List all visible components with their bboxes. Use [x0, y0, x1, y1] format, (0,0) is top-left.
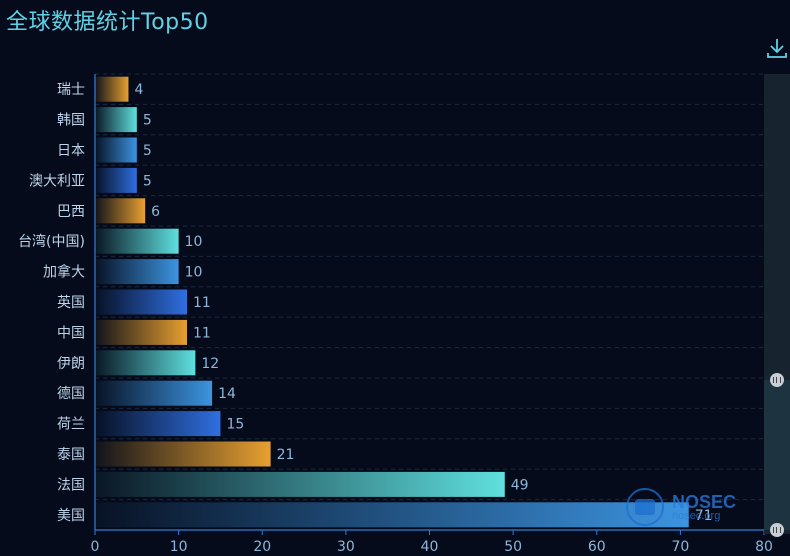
- x-tick-label: 20: [253, 539, 271, 555]
- bar[interactable]: [95, 380, 213, 406]
- bar-value-label: 71: [695, 508, 713, 524]
- watermark-url: nosec.org: [672, 509, 721, 522]
- nosec-logo-icon: [626, 488, 664, 526]
- y-tick-label: 英国: [57, 294, 85, 311]
- watermark-brand: NOSEC: [672, 491, 737, 512]
- bar[interactable]: [95, 350, 196, 376]
- datazoom-handle-top[interactable]: [770, 373, 784, 387]
- x-tick-label: 30: [337, 539, 355, 555]
- x-tick-label: 40: [421, 539, 439, 555]
- x-tick-label: 70: [671, 539, 689, 555]
- bar-value-label: 21: [277, 447, 295, 463]
- bar-value-label: 11: [193, 295, 211, 311]
- x-tick-label: 10: [170, 539, 188, 555]
- bar-value-label: 49: [511, 477, 529, 493]
- bar[interactable]: [95, 502, 689, 528]
- bar[interactable]: [95, 319, 187, 345]
- bar[interactable]: [95, 471, 505, 497]
- bar[interactable]: [95, 259, 179, 285]
- y-tick-label: 澳大利亚: [29, 173, 85, 189]
- y-tick-label: 美国: [57, 508, 85, 524]
- bar-value-label: 5: [143, 143, 152, 159]
- y-tick-label: 法国: [57, 477, 85, 493]
- y-tick-label: 加拿大: [43, 264, 85, 281]
- watermark: NOSEC nosec.org: [626, 488, 736, 526]
- chart-title: 全球数据统计Top50: [6, 10, 209, 35]
- x-tick-label: 80: [755, 539, 773, 555]
- x-tick-label: 0: [91, 539, 100, 555]
- bar[interactable]: [95, 198, 146, 224]
- bar[interactable]: [95, 137, 137, 163]
- bar-value-label: 5: [143, 113, 152, 129]
- bar[interactable]: [95, 441, 271, 467]
- y-tick-label: 日本: [57, 143, 85, 159]
- bar[interactable]: [95, 167, 137, 193]
- bar[interactable]: [95, 76, 129, 102]
- bar[interactable]: [95, 289, 187, 315]
- bar-value-label: 11: [193, 325, 211, 341]
- y-tick-label: 荷兰: [57, 417, 85, 433]
- bar[interactable]: [95, 107, 137, 133]
- bar-value-label: 12: [201, 356, 219, 372]
- datazoom-handle-bottom[interactable]: [770, 523, 784, 537]
- bar-value-label: 14: [218, 386, 236, 402]
- bar[interactable]: [95, 228, 179, 254]
- y-tick-label: 台湾(中国): [18, 233, 85, 250]
- bar-value-label: 4: [134, 82, 143, 98]
- y-tick-label: 中国: [57, 325, 85, 341]
- bar-value-label: 15: [226, 417, 244, 433]
- bar[interactable]: [95, 411, 221, 437]
- bar-value-label: 6: [151, 204, 160, 220]
- y-tick-label: 德国: [57, 386, 85, 402]
- y-tick-label: 伊朗: [57, 356, 85, 372]
- bar-value-label: 5: [143, 173, 152, 189]
- y-tick-label: 泰国: [57, 447, 85, 463]
- y-tick-label: 瑞士: [57, 82, 85, 98]
- x-tick-label: 50: [504, 539, 522, 555]
- x-tick-label: 60: [588, 539, 606, 555]
- y-tick-label: 巴西: [57, 204, 85, 220]
- y-tick-label: 韩国: [57, 113, 85, 129]
- bar-value-label: 10: [185, 234, 203, 250]
- datazoom-window[interactable]: [764, 380, 790, 530]
- download-icon[interactable]: [764, 36, 790, 60]
- bar-value-label: 10: [185, 265, 203, 281]
